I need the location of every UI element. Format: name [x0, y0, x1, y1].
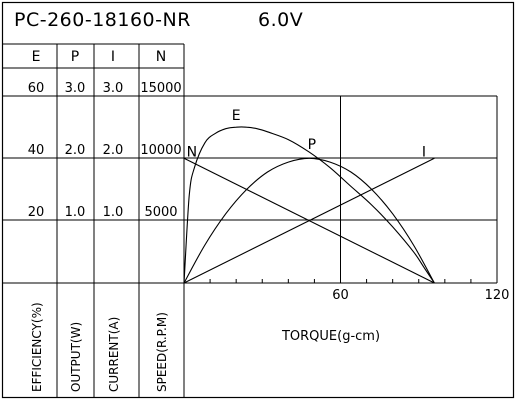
- y-tick-p: 3.0: [65, 81, 86, 96]
- y-tick-i: 2.0: [103, 143, 124, 158]
- x-tick-label-120: 120: [485, 288, 510, 303]
- y-tick-p: 2.0: [65, 143, 86, 158]
- axis-label-e: EFFICIENCY(%): [30, 302, 44, 392]
- column-header-i: I: [111, 49, 115, 65]
- y-tick-labels: 60 40 20 3.0 2.0 1.0 3.0 2.0 1.0 15000 10000 5000: [28, 81, 182, 220]
- chart-title: PC-260-18160-NR: [14, 9, 191, 31]
- x-tick-labels: 60 120: [332, 288, 509, 303]
- y-tick-n: 15000: [140, 81, 181, 96]
- column-header-p: P: [71, 49, 79, 65]
- series-label-p: P: [308, 137, 316, 153]
- y-tick-e: 20: [28, 205, 45, 220]
- y-tick-i: 1.0: [103, 205, 124, 220]
- y-axis-labels: EFFICIENCY(%) OUTPUT(W) CURRENT(A) SPEED(R.…: [30, 302, 169, 392]
- axis-label-p: OUTPUT(W): [69, 322, 83, 392]
- y-tick-i: 3.0: [103, 81, 124, 96]
- column-header-n: N: [156, 49, 166, 65]
- grid-layer: [2, 43, 498, 397]
- y-tick-e: 60: [28, 81, 45, 96]
- axis-label-n: SPEED(R.P.M): [155, 312, 169, 392]
- y-tick-n: 5000: [144, 205, 177, 220]
- series-line-i: [183, 157, 435, 284]
- x-tick-label-60: 60: [332, 288, 349, 303]
- y-tick-e: 40: [28, 143, 45, 158]
- column-header-e: E: [32, 49, 41, 65]
- series-line-p: [183, 157, 435, 284]
- y-tick-n: 10000: [140, 143, 181, 158]
- series-layer: N I P E: [183, 108, 435, 284]
- y-tick-p: 1.0: [65, 205, 86, 220]
- axis-label-i: CURRENT(A): [107, 317, 121, 392]
- series-label-e: E: [232, 108, 241, 124]
- series-line-e: [183, 126, 435, 284]
- series-label-i: I: [422, 144, 426, 160]
- series-label-n: N: [187, 144, 197, 160]
- x-axis-label: TORQUE(g-cm): [281, 329, 380, 344]
- chart-voltage: 6.0V: [258, 9, 303, 31]
